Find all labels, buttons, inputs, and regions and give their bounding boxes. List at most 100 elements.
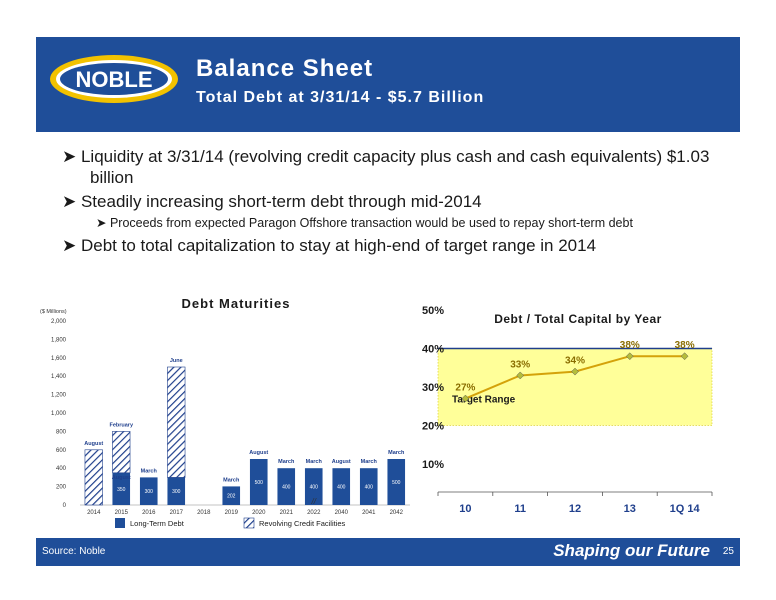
y-tick-label: 10% [422,459,444,471]
bullet-item: ➤ Debt to total capitalization to stay a… [62,235,742,256]
y-tick-label: 50% [422,305,444,317]
y-tick-label: 1,400 [51,374,67,380]
arrow-bullet-icon: ➤ [62,192,81,211]
bullet-text: Steadily increasing short-term debt thro… [80,192,482,211]
maturity-month-label: August [332,459,351,465]
bar-value-label: 500 [255,480,264,486]
data-point-label: 33% [510,359,530,370]
x-tick-label: 2014 [87,510,101,516]
x-tick-label: 2042 [390,510,404,516]
maturity-month-label: March [141,468,158,474]
legend-swatch-revolving [243,517,255,529]
page-number: 25 [722,546,734,557]
legend-label: Revolving Credit Facilities [259,519,346,528]
legend-label: Long-Term Debt [130,519,185,528]
source-note: Source: Noble [42,546,106,557]
bullet-item: ➤ Liquidity at 3/31/14 (revolving credit… [62,146,742,188]
data-point-marker [571,367,579,376]
y-tick-label: 20% [422,421,444,433]
bar-value-label: 400 [365,485,374,491]
y-tick-label: 2,000 [51,319,67,325]
bar-long-term-debt [112,472,131,505]
y-tick-label: 200 [56,485,67,491]
data-point-label: 38% [620,340,640,351]
x-tick-label: 2019 [225,510,239,516]
maturity-month-label: March [278,459,295,465]
maturity-month-label: August [84,441,103,447]
data-point-label: 34% [565,356,585,367]
bar-value-label: 400 [337,485,346,491]
maturity-month-label: August [112,475,131,481]
arrow-bullet-icon: ➤ [62,147,81,166]
debt-maturities-chart: Debt Maturities ($ Millions) 0 200 400 600 8… [40,296,410,529]
data-point-marker [461,394,470,403]
x-tick-label: 2017 [170,510,184,516]
y-tick-label: 600 [56,448,67,454]
maturity-month-label: March [388,450,405,456]
bar-chart-title: Debt Maturities [182,296,291,311]
line-chart-title: Debt / Total Capital by Year [494,312,662,326]
sub-bullet-item: ➤ Proceeds from expected Paragon Offshor… [62,215,742,231]
y-tick-label: 40% [422,344,444,356]
bar-long-term-debt [277,468,296,505]
y-tick-label: 1,600 [51,356,67,362]
bullet-text: Liquidity at 3/31/14 (revolving credit c… [80,147,710,187]
data-point-marker [625,352,634,361]
logo-text: NOBLE [76,67,153,92]
data-point-label: 38% [675,340,695,351]
y-tick-label: 800 [56,429,67,435]
bar-value-label: 350 [117,487,126,493]
maturity-month-label: March [306,459,323,465]
axis-break-mark: // [311,497,317,506]
x-tick-label: 2022 [307,510,321,516]
bullet-text: Debt to total capitalization to stay at … [80,236,597,255]
x-tick-label: 2041 [362,510,376,516]
bar-value-label: 500 [392,480,401,486]
bar-value-label: 300 [172,489,181,495]
x-tick-label: 2018 [197,510,211,516]
bar-long-term-debt [139,477,158,505]
maturity-month-label: March [361,459,378,465]
y-tick-label: 1,000 [51,411,67,417]
bar-long-term-debt [359,468,378,505]
data-point-label: 27% [455,383,475,394]
target-range-label: Target Range [452,395,516,406]
noble-logo: NOBLE [50,55,178,103]
bullet-item: ➤ Steadily increasing short-term debt th… [62,191,742,212]
bar-value-label: 400 [310,485,319,491]
x-tick-label: 13 [624,503,636,515]
bar-value-label: 400 [282,485,291,491]
data-point-marker [680,352,689,361]
page-title: Balance Sheet [196,55,374,82]
x-tick-label: 2020 [252,510,266,516]
x-tick-label: 2040 [335,510,349,516]
y-tick-label: 30% [422,382,444,394]
debt-capital-chart: Debt / Total Capital by Year Target Rang… [422,305,713,515]
arrow-bullet-icon: ➤ [62,236,81,255]
x-tick-label: 2021 [280,510,294,516]
bar-long-term-debt [222,486,241,505]
bar-long-term-debt [167,477,186,505]
x-tick-label: 11 [514,503,526,515]
maturity-month-label: June [170,358,183,364]
bullet-list: ➤ Liquidity at 3/31/14 (revolving credit… [62,146,742,259]
x-tick-label: 2015 [115,510,129,516]
maturity-month-label: February [109,422,133,428]
target-range-band [437,348,713,426]
x-tick-label: 2016 [142,510,156,516]
y-tick-label: 400 [56,466,67,472]
data-point-marker [516,371,525,380]
bar-revolving-credit [112,431,131,474]
x-tick-label: 12 [569,503,581,515]
maturity-month-label: August [249,450,268,456]
y-tick-label: 1,200 [51,393,67,399]
legend-swatch-long-term [115,518,125,528]
x-tick-label: 10 [459,503,471,515]
bar-value-label: 300 [145,489,154,495]
y-tick-label: 1,800 [51,337,67,343]
bar-revolving-credit [167,366,186,478]
bar-revolving-credit [84,449,103,506]
bar-chart-ylabel: ($ Millions) [40,309,67,315]
bar-long-term-debt [304,468,323,505]
y-tick-label: 0 [63,503,67,509]
